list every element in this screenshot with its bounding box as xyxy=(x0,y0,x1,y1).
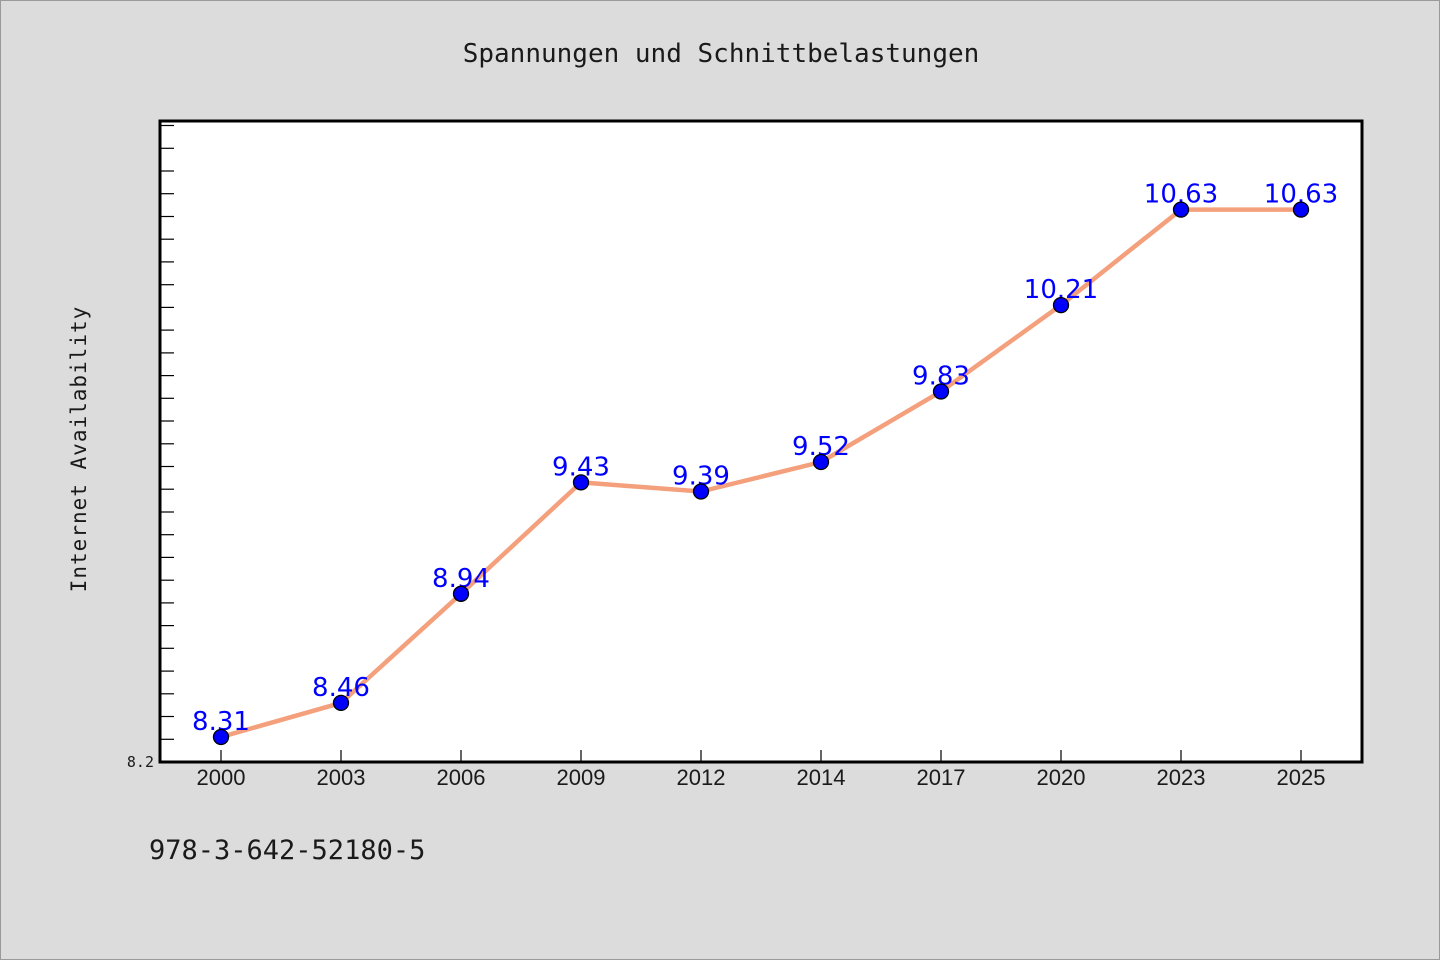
data-point xyxy=(212,728,230,746)
x-tick-label: 2009 xyxy=(557,765,606,790)
data-point xyxy=(932,383,950,400)
y-axis-label: Internet Availability xyxy=(67,306,91,593)
data-point xyxy=(1052,296,1070,314)
x-tick-label: 2000 xyxy=(197,765,246,790)
x-axis-ticks xyxy=(220,750,1302,762)
x-tick-label: 2023 xyxy=(1157,765,1206,790)
x-tick-label: 2012 xyxy=(677,765,726,790)
data-point xyxy=(332,694,350,712)
data-points xyxy=(212,201,1310,746)
x-tick-label: 2003 xyxy=(317,765,366,790)
data-point xyxy=(572,474,590,491)
data-point xyxy=(1292,201,1310,218)
data-point xyxy=(1172,201,1190,218)
x-tick-label: 2014 xyxy=(797,765,846,790)
data-point xyxy=(452,585,470,602)
y-axis-ticks xyxy=(160,124,174,740)
x-tick-label: 2025 xyxy=(1277,765,1326,790)
x-axis-tick-labels: 2000 2003 2006 2009 2012 2014 2017 2020 2023 2025 xyxy=(197,765,1326,790)
series-line xyxy=(218,207,1304,740)
data-point xyxy=(692,483,710,500)
x-tick-label: 2017 xyxy=(917,765,966,790)
isbn-footer: 978-3-642-52180-5 xyxy=(149,835,426,866)
x-tick-label: 2006 xyxy=(437,765,486,790)
x-tick-label: 2020 xyxy=(1037,765,1086,790)
data-point xyxy=(812,453,830,471)
y-axis-tick-labels: 8.2 xyxy=(127,753,154,771)
y-tick-label: 8.2 xyxy=(127,753,154,771)
chart-title: Spannungen und Schnittbelastungen xyxy=(463,39,980,69)
